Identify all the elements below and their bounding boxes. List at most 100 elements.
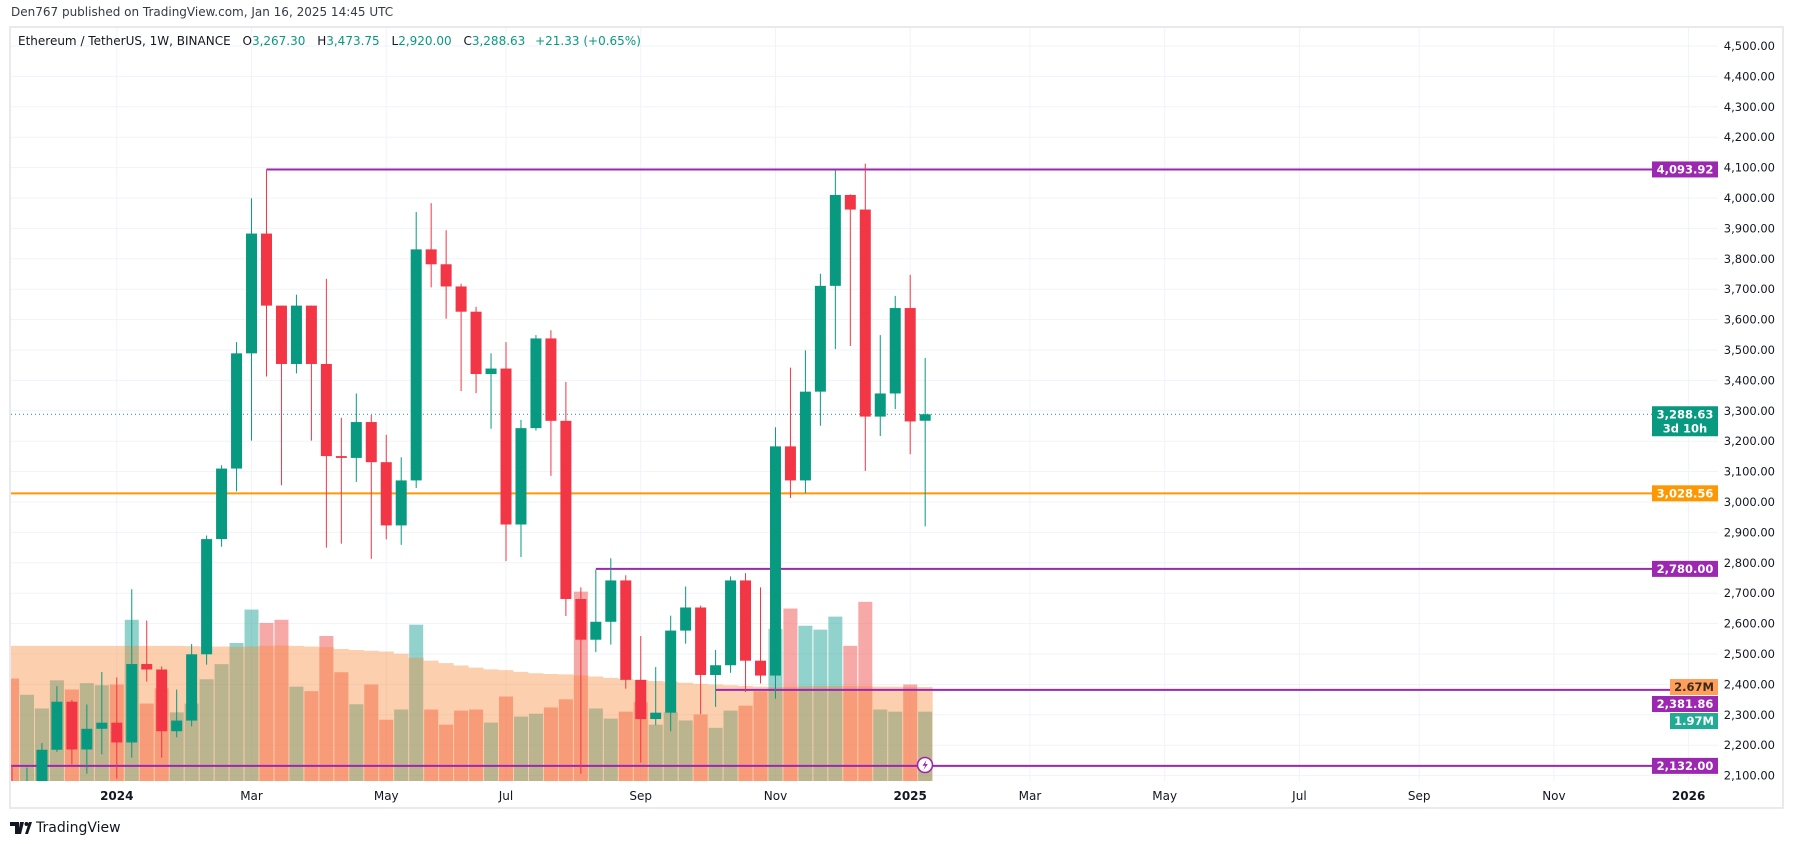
time-axis[interactable]: 2024 Mar May Jul Sep Nov 2025 Mar May Jul Sep Nov 20… bbox=[100, 789, 1705, 803]
candle-body bbox=[650, 712, 662, 720]
time-tick-label: Mar bbox=[1019, 789, 1042, 803]
price-tick-label: 4,500.00 bbox=[1724, 39, 1775, 53]
volume-bar bbox=[19, 694, 34, 781]
time-tick-label: 2025 bbox=[893, 789, 926, 803]
candle bbox=[530, 335, 542, 431]
candle bbox=[96, 671, 108, 755]
candle-body bbox=[246, 233, 258, 354]
candle bbox=[66, 699, 78, 765]
volume-bar bbox=[334, 672, 349, 781]
volume-bar bbox=[349, 704, 364, 781]
candle-body bbox=[201, 539, 213, 655]
level-price-badge-box bbox=[1652, 757, 1718, 774]
candle-body bbox=[96, 722, 108, 729]
candle-body bbox=[680, 607, 692, 631]
volume-bar bbox=[663, 712, 678, 781]
candle bbox=[725, 576, 737, 673]
candle bbox=[755, 587, 766, 684]
volume-bar bbox=[139, 703, 154, 781]
candle bbox=[51, 686, 63, 752]
level-price-badge-text: 2,780.00 bbox=[1657, 562, 1714, 576]
time-tick-label: Mar bbox=[240, 789, 263, 803]
volume-bar bbox=[693, 714, 708, 781]
candle bbox=[440, 230, 452, 319]
candle bbox=[111, 677, 123, 779]
candle-body bbox=[575, 598, 587, 640]
price-tick-label: 4,000.00 bbox=[1724, 191, 1775, 205]
candle bbox=[874, 335, 886, 437]
candle-body bbox=[335, 456, 347, 458]
price-tick-label: 2,100.00 bbox=[1724, 769, 1775, 783]
volume-bar bbox=[588, 708, 603, 781]
candle-body bbox=[231, 353, 243, 469]
candle bbox=[425, 203, 437, 288]
candle-body bbox=[7, 791, 18, 802]
close-label: C bbox=[463, 34, 472, 48]
price-tick-label: 4,300.00 bbox=[1724, 100, 1775, 114]
volume-bar bbox=[873, 709, 888, 781]
candle-body bbox=[710, 665, 722, 675]
candle-body bbox=[410, 249, 422, 481]
candle bbox=[620, 575, 632, 689]
price-tick-label: 3,900.00 bbox=[1724, 221, 1775, 235]
volume-bar bbox=[813, 629, 828, 781]
candle bbox=[36, 743, 48, 781]
candle bbox=[305, 305, 317, 441]
candle bbox=[919, 357, 931, 527]
volume-bar bbox=[394, 709, 409, 781]
candle-body bbox=[769, 446, 781, 676]
candle-body bbox=[66, 701, 78, 750]
candles bbox=[7, 163, 931, 802]
ohlc-legend: Ethereum / TetherUS, 1W, BINANCE O3,267.… bbox=[18, 34, 641, 48]
price-tick-label: 2,500.00 bbox=[1724, 647, 1775, 661]
candle-body bbox=[844, 194, 856, 210]
candle bbox=[844, 194, 856, 347]
price-tick-label: 2,200.00 bbox=[1724, 738, 1775, 752]
candle-body bbox=[440, 264, 452, 287]
candle bbox=[410, 211, 422, 489]
candle bbox=[81, 704, 93, 774]
volume-bar bbox=[528, 713, 543, 781]
time-tick-label: Jul bbox=[1291, 789, 1306, 803]
lightning-event-icon[interactable] bbox=[916, 756, 934, 774]
low-value: 2,920.00 bbox=[398, 34, 452, 48]
volume-bar bbox=[469, 709, 484, 781]
price-tick-label: 4,400.00 bbox=[1724, 69, 1775, 83]
volume-bar bbox=[753, 691, 768, 781]
level-price-badge: 3,028.56 bbox=[1652, 485, 1718, 502]
volume-bar bbox=[618, 711, 633, 781]
volume-ma-badge: 2.67M bbox=[1670, 679, 1718, 696]
candle bbox=[335, 417, 347, 544]
horizontal-levels[interactable] bbox=[11, 168, 1718, 767]
candle bbox=[7, 764, 18, 802]
candle bbox=[216, 465, 228, 547]
level-price-badge-text: 2,132.00 bbox=[1657, 759, 1714, 773]
volume-bar bbox=[543, 707, 558, 781]
candle-body bbox=[560, 420, 572, 599]
candle bbox=[26, 767, 28, 781]
price-tick-label: 3,300.00 bbox=[1724, 404, 1775, 418]
candle-body bbox=[216, 468, 228, 540]
volume-bar bbox=[738, 705, 753, 781]
price-tick-label: 3,500.00 bbox=[1724, 343, 1775, 357]
candle bbox=[590, 569, 602, 653]
candle bbox=[814, 273, 826, 426]
candle bbox=[889, 295, 901, 409]
symbol-label[interactable]: Ethereum / TetherUS, 1W, BINANCE bbox=[18, 34, 231, 48]
candle bbox=[904, 274, 916, 455]
candle bbox=[515, 419, 527, 558]
level-price-badge-box bbox=[1652, 560, 1718, 577]
candle-body bbox=[605, 580, 617, 622]
candle-body bbox=[500, 368, 512, 525]
candle bbox=[186, 643, 198, 727]
volume-ma-area bbox=[11, 645, 933, 781]
candle-body bbox=[290, 305, 302, 364]
volume-badge: 1.97M bbox=[1670, 713, 1718, 730]
price-axis[interactable]: 2,100.00 2,200.00 2,300.00 2,400.00 2,500.00… bbox=[1724, 39, 1775, 783]
tradingview-logo[interactable]: TradingView bbox=[10, 820, 121, 836]
volume-bar bbox=[798, 625, 813, 781]
volume-bar bbox=[274, 619, 289, 781]
volume-bar bbox=[319, 635, 334, 781]
